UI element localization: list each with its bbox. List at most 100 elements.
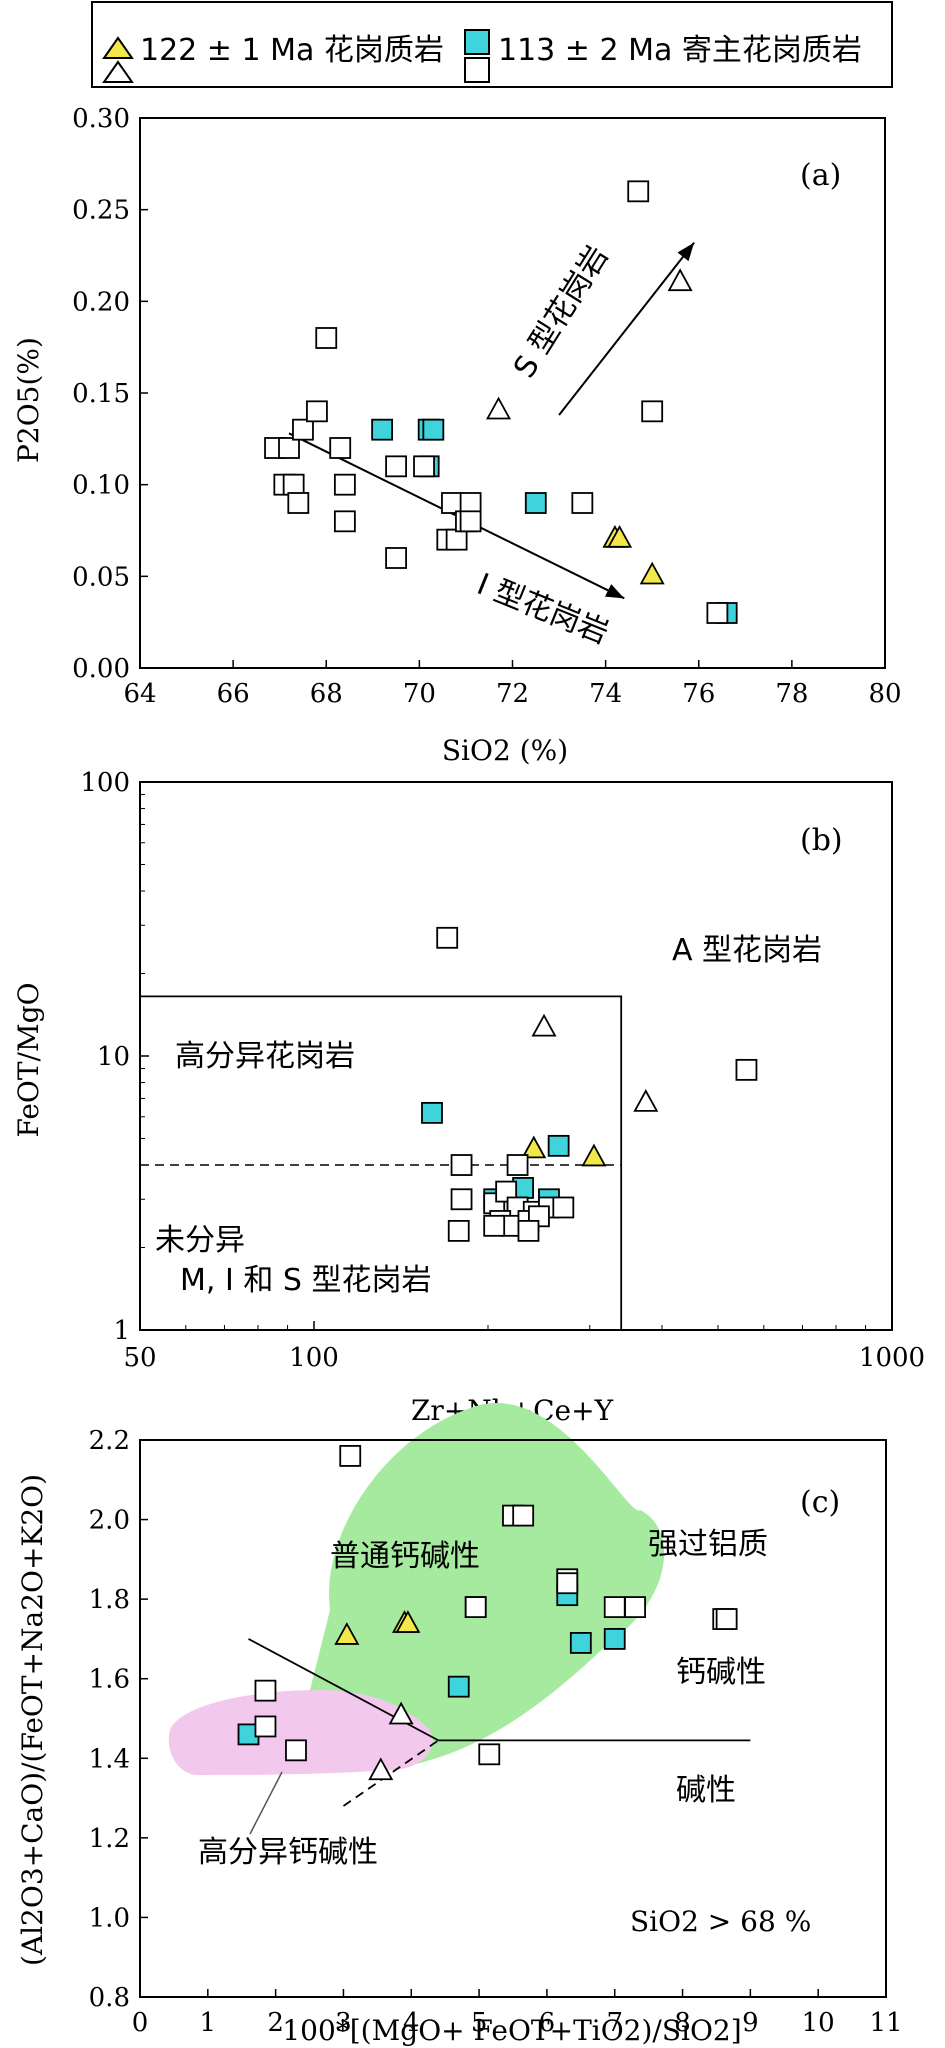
panel-b-fractionated-label: 高分异花岗岩 (175, 1039, 355, 1074)
panel-a-s-trend-arrow-line (558, 242, 695, 416)
panel-b-y-tick-label-0: 1 (113, 1316, 130, 1346)
panel-c-y-tick-label-2: 1.2 (89, 1824, 130, 1854)
panel-a-open-square-1 (278, 437, 300, 459)
panel-b-open-square-2 (450, 1154, 473, 1176)
panel-b-open-square-15 (483, 1214, 506, 1237)
panel-b-x-tick-label-0: 50 (123, 1343, 156, 1373)
panel-c-condition-label: SiO2 > 68 % (630, 1905, 811, 1938)
panel-b-open-square-1 (735, 1058, 758, 1081)
panel-a-filled-triangle-2 (639, 561, 665, 585)
panel-c-x-tick-label-7: 7 (606, 2008, 623, 2038)
panel-c-fractionated-pointer (249, 1771, 283, 1835)
panel-a-x-tick-label-0: 64 (123, 679, 156, 709)
panel-a-filled-triangle-1 (607, 524, 633, 548)
panel-b-filled-square-0 (421, 1101, 443, 1124)
panel-a-open-triangle-1 (667, 268, 693, 292)
panel-c-y-tick-label-5: 1.8 (89, 1585, 130, 1615)
panel-b-open-square-17 (447, 1219, 470, 1242)
panel-b-x-tick-label-1: 100 (289, 1343, 339, 1373)
panel-a-y-tick-label-4: 0.20 (72, 287, 130, 317)
legend-frame (91, 1, 893, 88)
panel-c-filled-triangle-0 (334, 1622, 360, 1645)
panel-a-open-square-16 (445, 528, 468, 551)
panel-a-y-tick-label-1: 0.05 (72, 562, 130, 592)
panel-b-x-tick-label-2: 1000 (859, 1343, 925, 1373)
panel-b-open-square-10 (552, 1196, 575, 1219)
panel-c-strongly-peraluminous-label: 强过铝质 (648, 1527, 768, 1562)
panel-c-fractionated-label: 高分异钙碱性 (198, 1835, 378, 1870)
panel-a-x-tick-label-5: 74 (589, 679, 622, 709)
panel-a-x-tick-label-4: 72 (496, 679, 529, 709)
panel-c: 0 1 2 3 4 5 6 7 8 9 10 11 0.8 1.0 1.2 1.4 1.6 1.8 2.0 2.2 (… (16, 1402, 903, 2047)
panel-a: 64 66 68 70 72 74 76 78 80 0.00 0.05 0.10 0.15 0.20 0.… (12, 104, 902, 767)
panel-a-x-tick-label-6: 76 (682, 679, 715, 709)
panel-c-filled-square-1 (447, 1675, 470, 1698)
panel-a-y-tick-label-0: 0.00 (72, 654, 130, 684)
panel-a-open-square-21 (627, 180, 650, 203)
panel-a-open-square-9 (333, 473, 356, 496)
legend: 122 ± 1 Ma 花岗质岩 113 ± 2 Ma 寄主花岗质岩 (91, 1, 893, 88)
panel-a-x-label: SiO2 (%) (442, 734, 568, 767)
panel-a-x-tick-label-1: 66 (217, 679, 250, 709)
panel-c-y-tick-label-7: 2.2 (89, 1426, 130, 1456)
panel-b-open-triangle-0 (531, 1013, 557, 1037)
panel-a-open-square-5 (292, 418, 314, 441)
panel-a-open-square-23 (706, 602, 729, 624)
panel-c-open-square-13 (285, 1739, 307, 1762)
panel-b-field-boundary (140, 995, 623, 1330)
panel-c-x-tick-label-1: 1 (200, 2008, 217, 2038)
panel-a-x-tick-label-7: 78 (775, 679, 808, 709)
panel-b-y-tick-label-2: 100 (80, 768, 130, 798)
panel-c-normal-calc-alkaline-field (308, 1402, 665, 1767)
panel-a-open-square-12 (385, 547, 407, 569)
legend-filled-triangle (102, 36, 134, 59)
panel-b-unfractionated-label-1: 未分异 (155, 1223, 245, 1258)
panel-c-open-square-6 (464, 1596, 487, 1618)
panel-c-x-tick-label-8: 8 (674, 2008, 691, 2038)
panel-a-open-square-13 (413, 455, 435, 478)
panel-a-open-square-20 (571, 492, 594, 514)
panel-c-alkaline-label: 碱性 (676, 1773, 736, 1808)
panel-a-open-square-4 (287, 492, 310, 514)
panel-b-filled-triangle-1 (581, 1143, 607, 1167)
panel-a-y-tick-label-5: 0.25 (72, 196, 130, 226)
panel-c-open-square-4 (556, 1572, 579, 1595)
panel-a-open-square-18 (459, 492, 482, 514)
panel-b-a-type-label: A 型花岗岩 (672, 933, 822, 968)
panel-c-open-square-10 (715, 1608, 738, 1630)
panel-c-y-tick-label-4: 1.6 (89, 1665, 130, 1695)
panel-c-filled-triangle-2 (395, 1610, 421, 1633)
panel-a-x-tick-label-2: 68 (310, 679, 343, 709)
panel-b-unfractionated-label-2: M, I 和 S 型花岗岩 (180, 1263, 431, 1298)
panel-a-filled-square-4 (524, 492, 547, 514)
legend-label-113ma: 113 ± 2 Ma 寄主花岗质岩 (498, 33, 862, 68)
panel-a-x-tick-label-3: 70 (403, 679, 436, 709)
panel-b-open-triangle-1 (633, 1089, 659, 1112)
panel-c-dashed-boundary (342, 1739, 439, 1807)
panel-c-frame (139, 1439, 887, 1998)
panel-b-y-tick-label-1: 10 (97, 1042, 130, 1072)
panel-a-open-square-14 (441, 492, 463, 514)
panel-a-open-square-11 (385, 455, 407, 478)
panel-a-y-tick-label-6: 0.30 (72, 104, 130, 134)
panel-b-open-square-0 (436, 926, 459, 949)
panel-a-y-tick-label-3: 0.15 (72, 379, 130, 409)
panel-a-open-square-22 (641, 400, 664, 423)
panel-c-open-square-0 (339, 1445, 362, 1467)
panel-c-open-triangle-1 (368, 1757, 394, 1781)
panel-b-open-square-16 (517, 1219, 540, 1242)
panel-c-x-tick-label-10: 10 (802, 2008, 835, 2038)
panel-c-open-triangle-0 (388, 1701, 414, 1725)
panel-c-x-tick-label-5: 5 (471, 2008, 488, 2038)
legend-label-122ma: 122 ± 1 Ma 花岗质岩 (140, 33, 444, 68)
panel-c-x-tick-label-9: 9 (742, 2008, 759, 2038)
panel-c-open-square-7 (603, 1596, 626, 1618)
panel-a-open-square-19 (459, 510, 482, 533)
panel-c-open-square-11 (254, 1679, 277, 1702)
panel-a-tag: (a) (800, 158, 841, 193)
panel-b-tag: (b) (800, 823, 843, 858)
panel-c-y-tick-label-0: 0.8 (89, 1983, 130, 2013)
panel-c-y-label: (Al2O3+CaO)/(FeOT+Na2O+K2O) (16, 1474, 49, 1966)
panel-a-s-trend-arrowhead (677, 242, 695, 262)
